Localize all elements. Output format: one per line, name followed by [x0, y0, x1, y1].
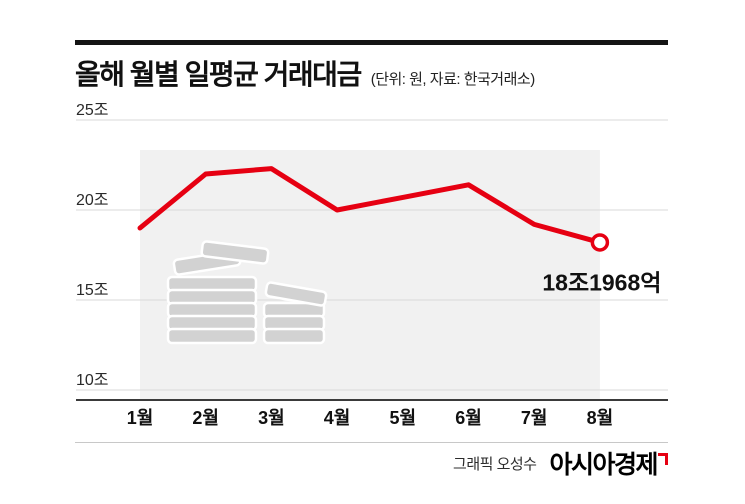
chart-title: 올해 월별 일평균 거래대금	[75, 59, 362, 90]
publisher-logo: 아시아경제	[549, 452, 668, 478]
x-tick-label: 5월	[390, 408, 417, 428]
x-tick-label: 1월	[127, 408, 154, 428]
y-tick-label: 20조	[76, 192, 109, 209]
chart-subtitle: (단위: 원, 자료: 한국거래소)	[370, 71, 536, 88]
trend-line	[137, 166, 603, 245]
graphic-credit: 그래픽 오성수	[453, 456, 537, 474]
top-rule	[75, 40, 668, 45]
x-tick-label: 2월	[192, 408, 219, 428]
last-point-label: 18조1968억	[542, 269, 661, 295]
y-tick-label: 15조	[76, 282, 109, 299]
x-tick-label: 3월	[258, 408, 285, 428]
y-tick-label: 25조	[76, 102, 109, 119]
plot-area-shade	[140, 150, 600, 400]
publisher-logo-text: 아시아경제	[549, 451, 658, 479]
logo-mark-icon	[658, 453, 668, 465]
header: 올해 월별 일평균 거래대금 (단위: 원, 자료: 한국거래소)	[75, 53, 535, 93]
money-stack-icon	[166, 240, 328, 345]
footer-divider	[75, 442, 668, 443]
x-tick-label: 8월	[587, 408, 614, 428]
x-tick-label: 6월	[455, 408, 482, 428]
x-tick-label: 7월	[521, 408, 548, 428]
last-point-marker	[590, 233, 610, 252]
footer: 그래픽 오성수 아시아경제	[453, 452, 668, 478]
y-tick-label: 10조	[76, 372, 109, 389]
x-tick-label: 4월	[324, 408, 351, 428]
